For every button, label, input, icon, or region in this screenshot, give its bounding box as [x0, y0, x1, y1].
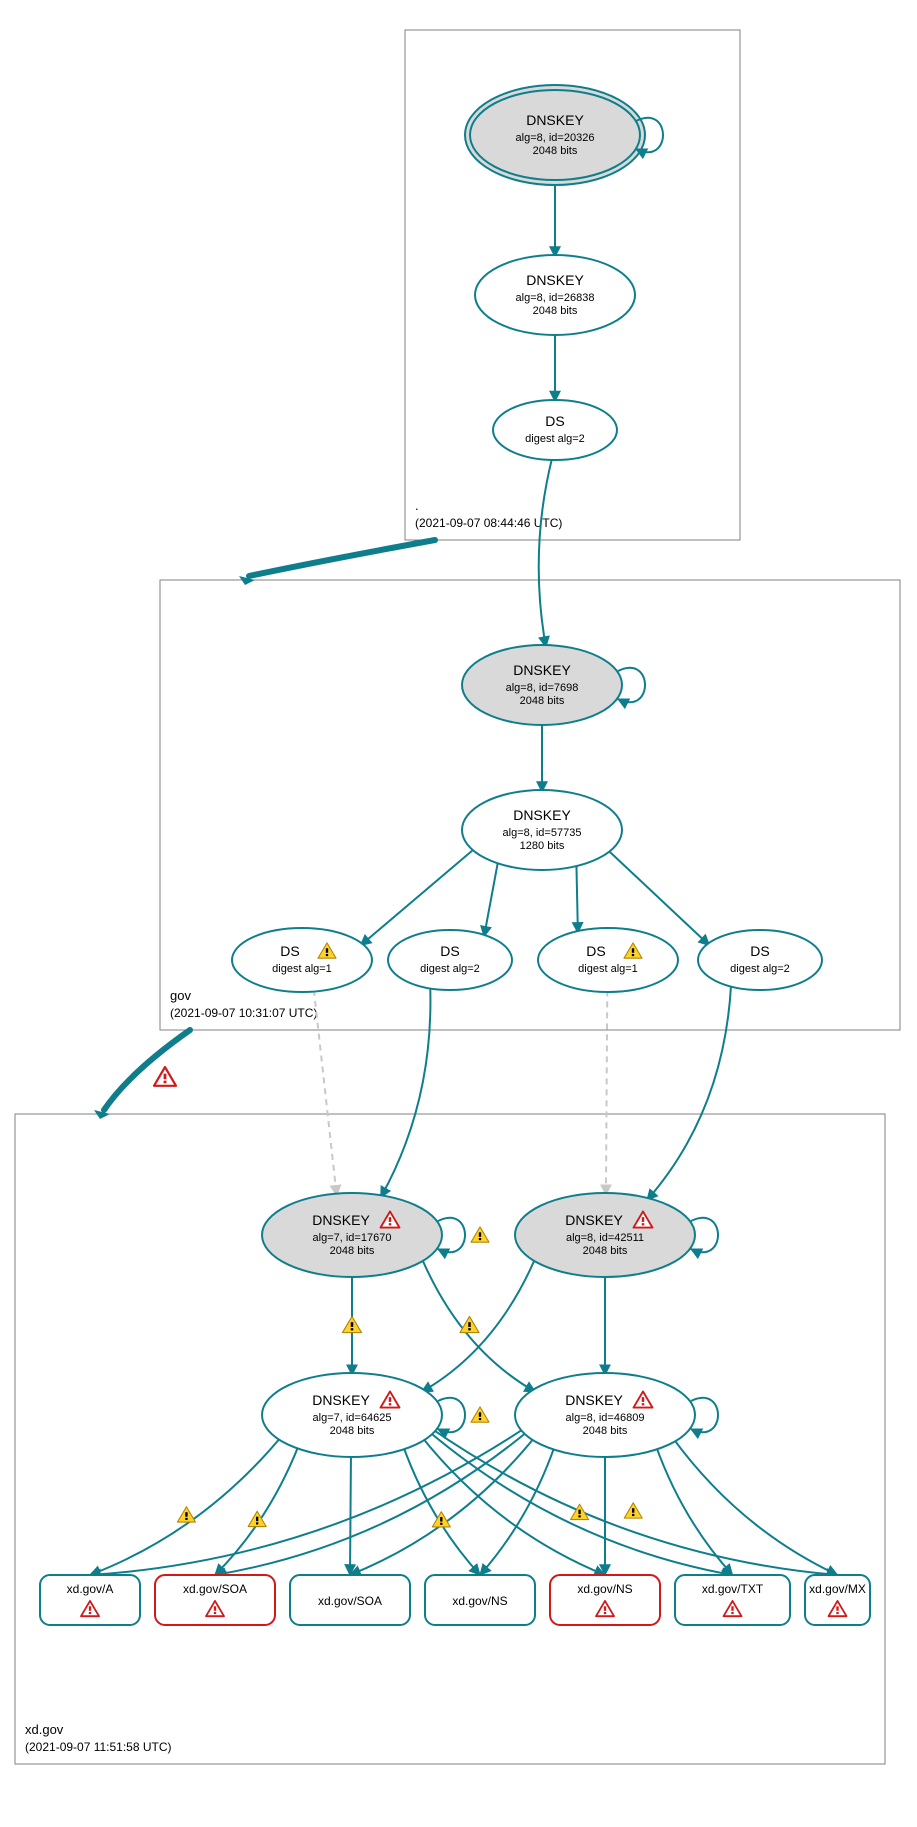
node-sub1: digest alg=2: [420, 963, 480, 975]
edge-layer: [90, 178, 838, 1575]
node-title: DNSKEY: [526, 272, 584, 288]
node-sub2: 2048 bits: [533, 305, 578, 317]
node-title: DS: [750, 943, 769, 959]
node-title: DNSKEY: [312, 1212, 370, 1228]
rrsig-edge: [350, 1453, 351, 1575]
node-sub2: 2048 bits: [583, 1245, 628, 1257]
rrset-label: xd.gov/NS: [577, 1582, 632, 1596]
edge: [314, 990, 337, 1196]
node-sub2: 2048 bits: [330, 1425, 375, 1437]
node-sub1: alg=8, id=26838: [516, 292, 595, 304]
node-sub2: 2048 bits: [520, 695, 565, 707]
rrset-rr_ns2: xd.gov/NS: [425, 1575, 535, 1625]
node-gov_ds3: DS digest alg=1: [538, 928, 678, 992]
node-sub1: digest alg=1: [578, 963, 638, 975]
zone-timestamp: (2021-09-07 11:51:58 UTC): [25, 1740, 172, 1754]
node-xd_zsk1: DNSKEY alg=7, id=646252048 bits: [262, 1373, 465, 1457]
rrset-label: xd.gov/NS: [452, 1594, 507, 1608]
node-title: DS: [586, 943, 605, 959]
rrset-rr_soa2: xd.gov/SOA: [290, 1575, 410, 1625]
node-sub1: alg=7, id=17670: [313, 1232, 392, 1244]
rrset-label: xd.gov/SOA: [183, 1582, 247, 1596]
node-sub1: alg=8, id=7698: [506, 682, 579, 694]
zone-label: gov: [170, 988, 191, 1003]
rrset-rr_a: xd.gov/A: [40, 1575, 140, 1625]
edge: [422, 1258, 536, 1392]
rrset-rr_mx: xd.gov/MX: [805, 1575, 870, 1625]
node-sub1: alg=8, id=20326: [516, 132, 595, 144]
rrset-label: xd.gov/MX: [809, 1582, 866, 1596]
node-title: DNSKEY: [526, 112, 584, 128]
zone-box-xdgov: [15, 1114, 885, 1764]
rrset-label: xd.gov/SOA: [318, 1594, 382, 1608]
node-gov_ds4: DS digest alg=2: [698, 930, 822, 990]
node-title: DNSKEY: [513, 807, 571, 823]
zone-timestamp: (2021-09-07 10:31:07 UTC): [170, 1006, 317, 1020]
zone-delegation-arrow: [104, 1030, 190, 1110]
node-sub1: alg=7, id=64625: [313, 1412, 392, 1424]
node-sub2: 2048 bits: [533, 145, 578, 157]
node-sub2: 2048 bits: [583, 1425, 628, 1437]
edge: [484, 861, 498, 937]
node-sub2: 1280 bits: [520, 840, 565, 852]
edge: [576, 864, 577, 933]
node-title: DNSKEY: [565, 1212, 623, 1228]
rrset-rr_soa1: xd.gov/SOA: [155, 1575, 275, 1625]
node-title: DNSKEY: [513, 662, 571, 678]
rrset-label: xd.gov/TXT: [702, 1582, 764, 1596]
node-title: DNSKEY: [312, 1392, 370, 1408]
dnssec-diagram: .(2021-09-07 08:44:46 UTC)gov(2021-09-07…: [0, 0, 917, 1827]
zone-delegation-arrow: [249, 540, 435, 576]
zone-label: xd.gov: [25, 1722, 64, 1737]
edge: [381, 987, 431, 1198]
node-gov_ds2: DS digest alg=2: [388, 930, 512, 990]
node-xd_zsk2: DNSKEY alg=8, id=468092048 bits: [515, 1373, 718, 1457]
rrset-rr_txt: xd.gov/TXT: [675, 1575, 790, 1625]
rrsig-edge: [90, 1435, 283, 1575]
rrsig-edge: [403, 1445, 480, 1575]
node-root_ksk: DNSKEY alg=8, id=203262048 bits: [465, 85, 663, 185]
edge: [647, 985, 731, 1200]
rrsig-edge: [672, 1436, 838, 1575]
node-title: DNSKEY: [565, 1392, 623, 1408]
node-sub1: alg=8, id=46809: [566, 1412, 645, 1424]
node-sub1: alg=8, id=57735: [503, 827, 582, 839]
edge: [539, 458, 552, 647]
node-sub1: digest alg=1: [272, 963, 332, 975]
node-root_zsk: DNSKEY alg=8, id=268382048 bits: [475, 255, 635, 335]
node-sub1: digest alg=2: [730, 963, 790, 975]
node-title: DS: [545, 413, 564, 429]
zone-label: .: [415, 498, 419, 513]
node-xd_ksk1: DNSKEY alg=7, id=176702048 bits: [262, 1193, 465, 1277]
node-sub1: alg=8, id=42511: [566, 1232, 644, 1244]
node-title: DS: [440, 943, 459, 959]
node-gov_zsk: DNSKEY alg=8, id=577351280 bits: [462, 790, 622, 870]
node-title: DS: [280, 943, 299, 959]
rrset-label: xd.gov/A: [67, 1582, 114, 1596]
rrset-rr_ns1: xd.gov/NS: [550, 1575, 660, 1625]
node-xd_ksk2: DNSKEY alg=8, id=425112048 bits: [515, 1193, 718, 1277]
node-root_ds: DS digest alg=2: [493, 400, 617, 460]
rrsig-edge: [420, 1435, 605, 1575]
node-sub1: digest alg=2: [525, 433, 585, 445]
node-gov_ksk: DNSKEY alg=8, id=76982048 bits: [462, 645, 645, 725]
edge: [422, 1258, 536, 1392]
edge: [606, 990, 607, 1195]
node-layer: DNSKEYalg=8, id=203262048 bitsDNSKEYalg=…: [40, 85, 870, 1625]
node-sub2: 2048 bits: [330, 1245, 375, 1257]
node-gov_ds1: DS digest alg=1: [232, 928, 372, 992]
